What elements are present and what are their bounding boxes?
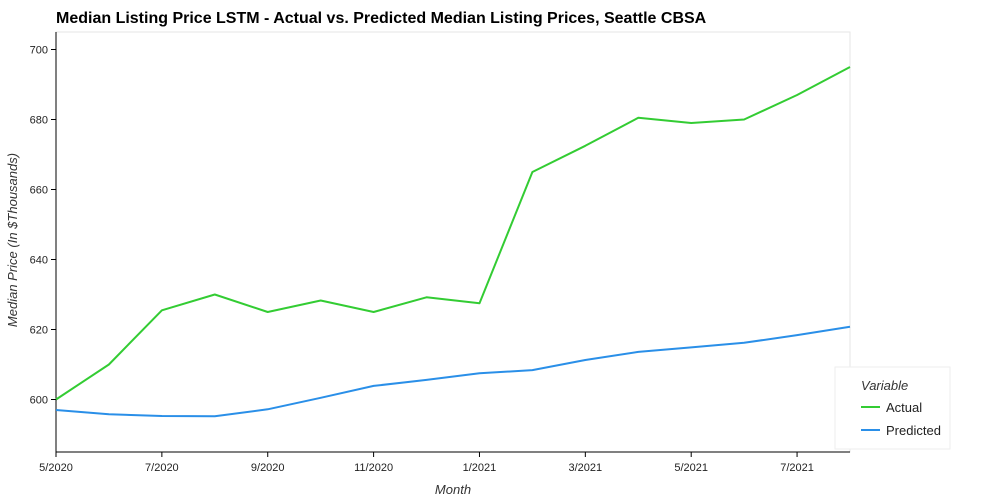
x-tick-label: 7/2020 (145, 462, 179, 474)
series-layer (55, 66, 851, 418)
legend: Variable Actual Predicted (834, 366, 951, 450)
x-tick-label: 7/2021 (780, 462, 814, 474)
plot-area (55, 31, 851, 453)
x-tick-label: 5/2020 (39, 462, 73, 474)
x-tick-label: 3/2021 (569, 462, 603, 474)
y-tick-label: 600 (30, 395, 48, 407)
series-line-predicted (55, 325, 851, 418)
x-axis-title: Month (435, 482, 471, 497)
series-line-actual (55, 66, 851, 401)
legend-label-actual: Actual (886, 400, 922, 415)
y-tick-label: 620 (30, 325, 48, 337)
y-tick-label: 640 (30, 255, 48, 267)
legend-label-predicted: Predicted (886, 423, 941, 438)
x-tick-label: 9/2020 (251, 462, 285, 474)
axes: 600 620 640 660 680 700 5/2020 7/2020 9/2020 11/2… (30, 32, 850, 474)
x-tick-label: 5/2021 (674, 462, 708, 474)
legend-title: Variable (861, 378, 908, 393)
x-tick-label: 1/2021 (463, 462, 497, 474)
y-tick-label: 680 (30, 115, 48, 127)
legend-box (834, 366, 951, 450)
x-tick-label: 11/2020 (354, 462, 393, 474)
y-tick-label: 700 (30, 45, 48, 57)
y-axis-title: Median Price (In $Thousands) (5, 153, 20, 327)
y-tick-label: 660 (30, 185, 48, 197)
chart-title: Median Listing Price LSTM - Actual vs. P… (56, 10, 707, 27)
